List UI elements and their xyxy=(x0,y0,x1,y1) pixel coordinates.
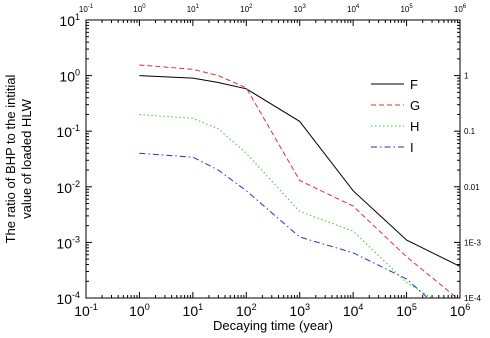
top-x-tick-label: 101 xyxy=(187,4,200,14)
y-axis-title-line2: value of loaded HLW xyxy=(19,98,34,218)
x-axis-title: Decaying time (year) xyxy=(213,318,333,333)
x-tick-label: 102 xyxy=(236,302,257,319)
legend-label-H: H xyxy=(410,119,419,134)
top-x-tick-label: 106 xyxy=(454,4,467,14)
plot-area xyxy=(85,19,461,299)
right-y-tick-label: 0.01 xyxy=(464,183,480,192)
x-tick-label: 103 xyxy=(289,302,310,319)
right-y-tick-label: 0.1 xyxy=(464,127,476,136)
series-line-H xyxy=(139,114,433,298)
right-y-tick-label: 1E-4 xyxy=(464,294,481,303)
x-tick-label: 105 xyxy=(396,302,417,319)
top-x-tick-label: 102 xyxy=(240,4,253,14)
legend-label-G: G xyxy=(410,98,420,113)
legend-label-F: F xyxy=(410,77,418,92)
x-tick-label: 106 xyxy=(450,302,471,319)
top-x-tick-label: 103 xyxy=(294,4,307,14)
tick-layer: 10-110-110010010110110210210310310410410… xyxy=(56,4,481,319)
y-tick-label: 10-1 xyxy=(56,123,80,140)
top-x-tick-label: 100 xyxy=(133,4,146,14)
x-tick-label: 100 xyxy=(129,302,150,319)
plot-frame xyxy=(85,19,461,299)
series-line-I xyxy=(139,152,429,298)
legend-label-I: I xyxy=(410,140,414,155)
top-x-tick-label: 104 xyxy=(347,4,360,14)
y-axis-title-line1: The ratio of BHP to the intitial xyxy=(3,74,18,243)
series-layer xyxy=(139,64,460,298)
series-line-F xyxy=(139,75,460,267)
top-x-tick-label: 105 xyxy=(400,4,413,14)
y-tick-label: 10-4 xyxy=(56,290,80,307)
y-tick-label: 10-2 xyxy=(56,179,80,196)
top-x-tick-label: 10-1 xyxy=(79,4,94,14)
right-y-tick-label: 1E-3 xyxy=(464,238,481,247)
series-line-G xyxy=(139,64,458,298)
x-tick-label: 104 xyxy=(343,302,364,319)
y-tick-label: 100 xyxy=(59,68,80,85)
y-tick-label: 10-3 xyxy=(56,234,80,251)
y-tick-label: 101 xyxy=(59,12,80,29)
right-y-tick-label: 1 xyxy=(464,72,469,81)
x-tick-label: 101 xyxy=(183,302,204,319)
x-tick-label: 10-1 xyxy=(74,302,98,319)
